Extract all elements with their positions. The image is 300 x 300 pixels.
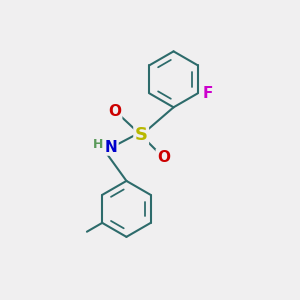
- Text: O: O: [108, 104, 121, 119]
- Text: H: H: [92, 138, 103, 151]
- Text: F: F: [203, 86, 213, 101]
- Text: N: N: [105, 140, 118, 154]
- Text: S: S: [135, 126, 148, 144]
- Text: O: O: [157, 150, 170, 165]
